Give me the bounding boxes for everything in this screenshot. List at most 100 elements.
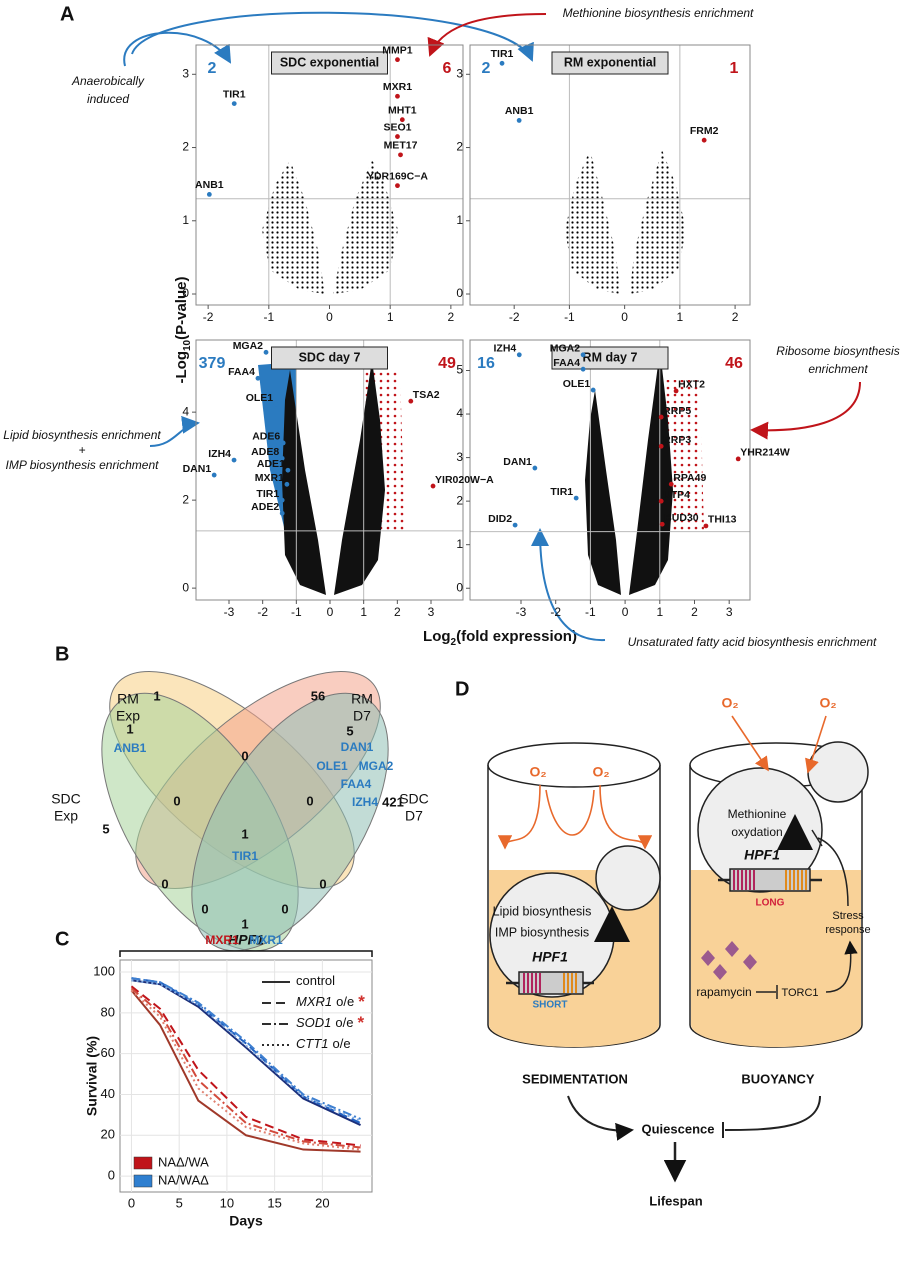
series-line [131, 977, 361, 1124]
y-tick-label: 1 [456, 537, 463, 551]
region-gene: MGA2 [359, 759, 394, 773]
oxygen-label: O₂ [592, 764, 609, 780]
y-tick-label: 3 [456, 66, 463, 80]
point-label: MET17 [384, 140, 418, 152]
region-count: 1 [126, 721, 133, 736]
point [673, 388, 679, 394]
region-gene: OLE1 [316, 759, 348, 773]
point [395, 134, 400, 139]
annotation: Unsaturated fatty acid biosynthesis enri… [628, 635, 877, 649]
point [516, 118, 522, 123]
x-tick-label: 2 [448, 310, 455, 324]
legend-label: control [296, 973, 335, 988]
count-label: 16 [477, 355, 495, 372]
x-tick-label: 1 [677, 310, 684, 324]
x-tick-label: 1 [360, 605, 367, 619]
point-label: MXR1 [383, 81, 412, 93]
y-tick-label: 100 [93, 963, 115, 978]
region-gene: ANB1 [114, 741, 147, 755]
y-axis-label: -Log10(P-value) [173, 277, 193, 384]
process-label: oxydation [731, 825, 782, 839]
result-label: Lifespan [649, 1193, 703, 1208]
point-label: UTP4 [663, 489, 690, 501]
point-label: DID2 [488, 513, 512, 525]
point-label: FAA4 [228, 366, 255, 378]
x-tick-label: -2 [257, 605, 268, 619]
count-label: 6 [443, 60, 452, 77]
gene-label: HPF1 [532, 949, 568, 965]
point [573, 495, 579, 501]
point-label: MMP1 [382, 44, 412, 56]
point-label: TIR1 [223, 88, 246, 100]
title-box [551, 346, 669, 370]
point-label: TIR1 [256, 488, 279, 500]
set-label: RM [351, 691, 373, 707]
x-tick-label: 3 [428, 605, 435, 619]
point-label: ADE2 [251, 501, 279, 513]
legend-label: NA/WAΔ [158, 1172, 209, 1187]
point [279, 510, 285, 516]
y-tick-label: 2 [182, 492, 189, 506]
annotation: induced [87, 92, 129, 106]
point-label: YIR020W−A [435, 474, 494, 486]
point [512, 522, 518, 528]
y-tick-label: 60 [101, 1045, 115, 1060]
point-label: ADE6 [252, 431, 280, 443]
point [284, 481, 290, 487]
point [590, 387, 596, 393]
y-tick-label: 5 [456, 363, 463, 377]
chart-title: RM exponential [564, 55, 656, 69]
point-label: OLE1 [246, 392, 274, 404]
panel-label: B [55, 643, 69, 665]
point-label: MGA2 [233, 340, 263, 352]
drug-label: rapamycin [696, 985, 751, 999]
series-line [131, 977, 361, 1120]
point-label: MXR1 [255, 472, 284, 484]
x-tick-label: 2 [691, 605, 698, 619]
point [532, 465, 538, 471]
x-tick-label: 0 [622, 605, 629, 619]
region-count: 1 [241, 916, 248, 931]
y-tick-label: 2 [182, 140, 189, 154]
y-tick-label: 3 [456, 450, 463, 464]
region-count: 5 [102, 821, 109, 836]
annotation: Methionine biosynthesis enrichment [563, 6, 754, 20]
point-label: RPA49 [673, 472, 706, 484]
annotation: IMP biosynthesis enrichment [6, 458, 160, 472]
x-tick-label: 2 [732, 310, 739, 324]
point-label: DAN1 [183, 463, 212, 475]
legend-label: NAΔ/WA [158, 1154, 209, 1169]
plot-frame [469, 339, 751, 601]
region-count: 0 [161, 876, 168, 891]
annotation: enrichment [808, 362, 868, 376]
series-line [130, 985, 361, 1147]
point [279, 497, 285, 503]
label-part: 2 [451, 637, 457, 648]
x-axis-label: Days [229, 1213, 263, 1229]
annotation-arrows [123, 11, 861, 642]
region-count: 0 [281, 901, 288, 916]
region-count: 1 [153, 688, 160, 703]
point [580, 352, 586, 358]
set-label: RM [117, 691, 139, 707]
point-label: ANB1 [195, 179, 224, 191]
chart-title: HPF1 [228, 932, 264, 948]
point-label: OLE1 [563, 378, 591, 390]
point [280, 440, 286, 446]
point-label: TIR1 [550, 486, 573, 498]
point [285, 467, 291, 473]
point-label: RRP3 [663, 434, 691, 446]
x-tick-label: 3 [726, 605, 733, 619]
x-tick-label: 15 [267, 1195, 281, 1210]
y-tick-label: 2 [456, 140, 463, 154]
outcome-label: Quiescence [642, 1121, 715, 1136]
y-tick-label: 2 [456, 493, 463, 507]
label-part: -Log [173, 351, 190, 383]
region-gene: FAA4 [341, 777, 372, 791]
point [658, 443, 664, 449]
point [231, 101, 237, 106]
point [273, 401, 279, 407]
legend-name: SOD1 [296, 1015, 331, 1030]
